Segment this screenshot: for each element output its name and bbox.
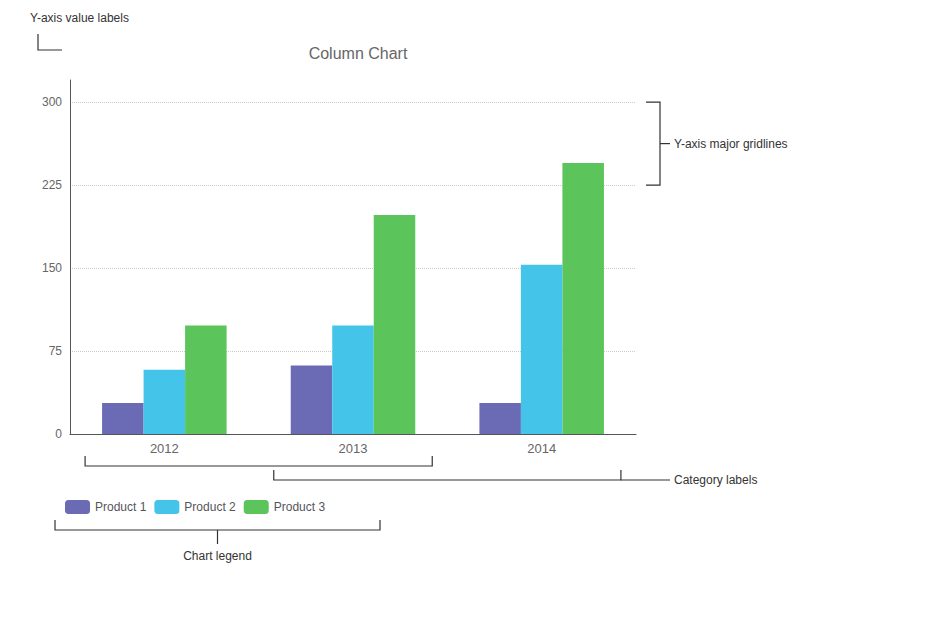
- svg-text:2014: 2014: [527, 441, 556, 456]
- svg-text:2013: 2013: [339, 441, 368, 456]
- svg-text:Product 2: Product 2: [184, 500, 236, 514]
- svg-text:0: 0: [55, 427, 62, 441]
- svg-text:225: 225: [42, 178, 62, 192]
- svg-text:Chart legend: Chart legend: [183, 549, 252, 563]
- svg-text:Y-axis major gridlines: Y-axis major gridlines: [674, 137, 788, 151]
- svg-text:2012: 2012: [150, 441, 179, 456]
- svg-text:Category labels: Category labels: [674, 473, 757, 487]
- svg-text:Y-axis value labels: Y-axis value labels: [30, 11, 129, 25]
- svg-text:Product 1: Product 1: [95, 500, 147, 514]
- svg-text:Column Chart: Column Chart: [309, 45, 408, 62]
- svg-text:Product 3: Product 3: [274, 500, 326, 514]
- svg-text:300: 300: [42, 95, 62, 109]
- svg-text:75: 75: [49, 344, 63, 358]
- svg-text:150: 150: [42, 261, 62, 275]
